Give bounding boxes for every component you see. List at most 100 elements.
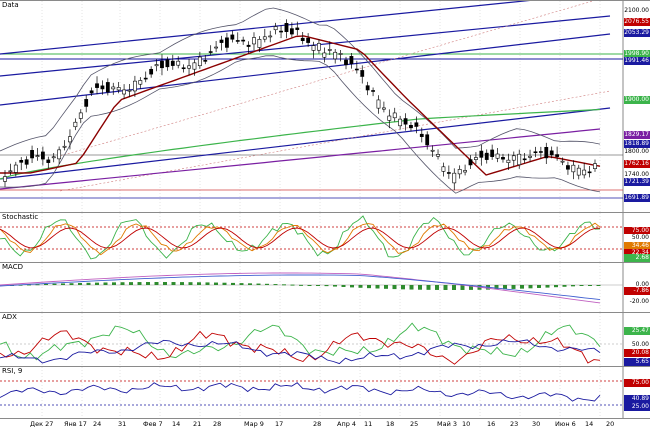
adx-value-tag: 50.00 bbox=[624, 341, 650, 349]
candle-body bbox=[322, 52, 327, 58]
date-axis-label: Июн 6 bbox=[555, 420, 576, 428]
candle-body bbox=[295, 27, 300, 30]
macd-histogram-bar bbox=[494, 285, 499, 290]
price-value-tag: 1900.00 bbox=[624, 96, 650, 104]
rsi-pane[interactable]: RSI, 9 75.00 40.89 25.00 bbox=[0, 366, 650, 419]
date-axis-label: 11 bbox=[364, 420, 373, 428]
candle-body bbox=[403, 118, 408, 125]
macd-value-tag: -20.00 bbox=[624, 298, 650, 306]
candle-body bbox=[300, 37, 305, 42]
macd-histogram-bar bbox=[137, 282, 142, 285]
dotted-trend-1 bbox=[59, 1, 594, 157]
macd-chart[interactable] bbox=[0, 263, 650, 313]
rsi-chart[interactable] bbox=[0, 367, 650, 419]
adx-minus-di-line bbox=[0, 330, 601, 365]
candle-body bbox=[127, 89, 132, 92]
candle-body bbox=[560, 160, 565, 163]
candle-body bbox=[122, 89, 126, 95]
macd-histogram-bar bbox=[460, 285, 465, 290]
macd-histogram-bar bbox=[469, 285, 473, 290]
candle-body bbox=[425, 134, 430, 146]
candle-body bbox=[387, 115, 392, 121]
price-pane-title: Data bbox=[1, 1, 20, 9]
stoch-d-line bbox=[0, 222, 601, 256]
stoch-value-tag: 75.00 bbox=[624, 227, 650, 235]
macd-histogram-bar bbox=[588, 285, 592, 286]
candle-body bbox=[430, 149, 435, 152]
date-axis-label: Мар 9 bbox=[244, 420, 264, 428]
candle-body bbox=[170, 60, 175, 66]
candle-body bbox=[13, 164, 18, 173]
macd-histogram-bar bbox=[231, 282, 235, 285]
price-value-tag: 2076.55 bbox=[624, 18, 650, 26]
candle-body bbox=[235, 40, 240, 42]
stoch-k-line bbox=[0, 215, 601, 260]
candle-body bbox=[241, 39, 246, 42]
candle-body bbox=[409, 124, 413, 129]
price-value-tag: 1740.00 bbox=[624, 171, 650, 179]
macd-histogram-bar bbox=[95, 282, 99, 285]
macd-histogram-bar bbox=[78, 283, 82, 285]
candle-body bbox=[392, 112, 397, 119]
price-value-tag: 1998.90 bbox=[624, 50, 650, 58]
candle-body bbox=[230, 34, 235, 40]
macd-histogram-bar bbox=[528, 285, 533, 289]
adx-chart[interactable] bbox=[0, 313, 650, 367]
adx-pane[interactable]: ADX 25.47 50.00 20.08 5.65 bbox=[0, 312, 650, 367]
candle-body bbox=[246, 44, 251, 47]
candle-body bbox=[100, 85, 105, 90]
candle-body bbox=[268, 35, 273, 38]
stochastic-chart[interactable] bbox=[0, 213, 650, 263]
channel-line-3 bbox=[0, 33, 611, 106]
macd-histogram-bar bbox=[316, 285, 320, 286]
date-axis-label: Фев 7 bbox=[143, 420, 163, 428]
macd-histogram-bar bbox=[120, 282, 125, 285]
rsi-value-tag: 75.00 bbox=[624, 379, 650, 387]
candle-body bbox=[398, 118, 403, 127]
date-axis-label: 17 bbox=[275, 420, 284, 428]
candle-body bbox=[474, 157, 478, 160]
candle-body bbox=[46, 159, 51, 163]
macd-value-tag: -7.86 bbox=[624, 287, 650, 295]
macd-histogram-bar bbox=[409, 285, 414, 290]
adx-pane-title: ADX bbox=[1, 313, 18, 321]
date-axis-label: 31 bbox=[118, 420, 127, 428]
adx-value-tag: 20.08 bbox=[624, 349, 650, 357]
bollinger-upper bbox=[0, 7, 601, 152]
candle-body bbox=[84, 99, 89, 107]
candle-body bbox=[284, 23, 289, 33]
macd-histogram-bar bbox=[86, 282, 91, 285]
candle-body bbox=[327, 49, 332, 51]
macd-histogram-bar bbox=[375, 285, 380, 289]
candle-body bbox=[57, 149, 62, 160]
candle-body bbox=[463, 170, 467, 173]
date-axis-label: 24 bbox=[93, 420, 102, 428]
candle-body bbox=[582, 169, 587, 176]
stochastic-pane[interactable]: Stochastic 75.00 50.00 34.46 22.34 2.68 bbox=[0, 212, 650, 263]
candle-body bbox=[501, 157, 505, 160]
price-value-tag: 1829.17 bbox=[624, 131, 650, 139]
date-axis-label: 14 bbox=[585, 420, 594, 428]
candle-body bbox=[160, 60, 164, 69]
macd-histogram-bar bbox=[205, 282, 210, 285]
macd-histogram-bar bbox=[384, 285, 388, 289]
macd-pane-title: MACD bbox=[1, 263, 24, 271]
moving-average-short bbox=[0, 35, 601, 176]
candle-body bbox=[517, 153, 522, 166]
macd-pane[interactable]: MACD 0.00 -7.86 -20.00 bbox=[0, 262, 650, 313]
price-chart[interactable] bbox=[0, 1, 650, 213]
macd-histogram-bar bbox=[503, 285, 507, 290]
macd-histogram-bar bbox=[435, 285, 439, 290]
macd-histogram-bar bbox=[307, 285, 312, 286]
adx-plus-di-line bbox=[0, 322, 601, 361]
macd-histogram-bar bbox=[52, 283, 57, 285]
macd-histogram-bar bbox=[358, 285, 363, 288]
macd-histogram-bar bbox=[248, 283, 252, 285]
macd-histogram-bar bbox=[27, 284, 31, 286]
macd-histogram-bar bbox=[401, 285, 405, 290]
price-value-tag: 2100.00 bbox=[624, 7, 650, 15]
stochastic-pane-title: Stochastic bbox=[1, 213, 40, 221]
candle-body bbox=[8, 170, 13, 173]
price-pane[interactable]: Data 2100.00 2076.55 2053.29 1998.90 1991.46… bbox=[0, 0, 650, 213]
candle-body bbox=[317, 43, 321, 51]
